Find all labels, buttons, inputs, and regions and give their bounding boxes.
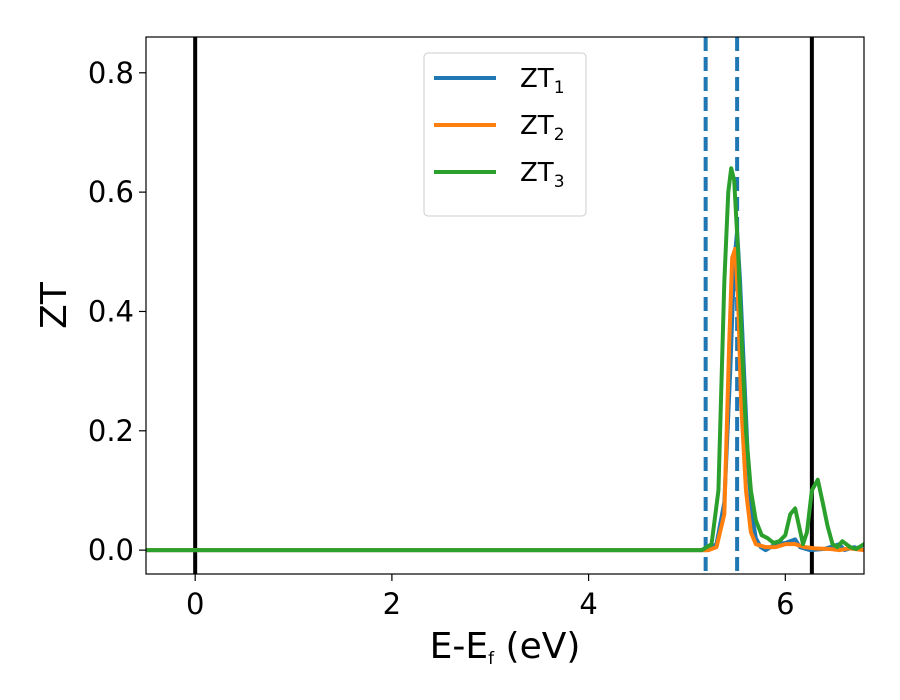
series-line-zt2 <box>146 246 864 553</box>
x-tick-label: 2 <box>383 587 401 621</box>
y-tick-label: 0.4 <box>88 294 134 328</box>
legend-label-zt2: ZT2 <box>520 111 565 145</box>
series-line-zt3 <box>146 166 864 553</box>
y-tick-label: 0.8 <box>88 56 134 90</box>
legend: ZT1 ZT2 ZT3 <box>423 52 587 217</box>
y-axis-label: ZT <box>34 281 75 329</box>
y-tick-label: 0.6 <box>88 175 134 209</box>
x-tick-label: 0 <box>186 587 204 621</box>
y-tick-label: 0.0 <box>88 533 134 567</box>
plot-frame <box>145 36 865 575</box>
legend-box <box>423 52 587 217</box>
x-axis-label-suffix: (eV) <box>494 626 580 667</box>
legend-label-zt3: ZT3 <box>520 158 565 192</box>
x-tick-label: 4 <box>579 587 597 621</box>
x-axis-label-main: E-E <box>430 626 488 667</box>
x-axis-label: E-Ef (eV) <box>430 626 581 669</box>
x-axis-ticks: 0 2 4 6 <box>186 574 795 621</box>
series-line-zt1 <box>146 228 864 553</box>
legend-label-zt1: ZT1 <box>520 64 565 98</box>
y-tick-label: 0.2 <box>88 414 134 448</box>
x-tick-label: 6 <box>776 587 794 621</box>
y-axis-ticks: 0.0 0.2 0.4 0.6 0.8 <box>88 56 146 567</box>
x-axis-label-sub: f <box>488 649 495 669</box>
series-lines <box>146 166 864 553</box>
